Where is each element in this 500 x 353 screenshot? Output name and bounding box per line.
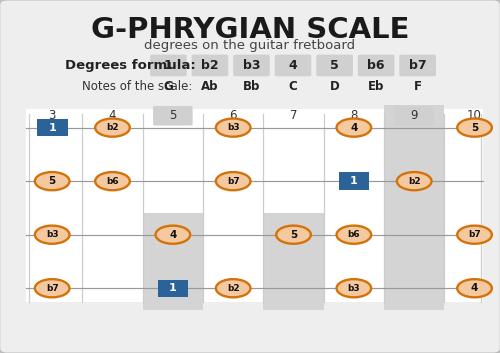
Bar [158,280,188,297]
Bar [384,106,444,310]
Ellipse shape [336,279,371,297]
Ellipse shape [457,279,492,297]
Text: b6: b6 [106,176,119,186]
Text: 5: 5 [290,230,297,240]
Text: 9: 9 [410,109,418,122]
Ellipse shape [216,119,250,137]
Text: b7: b7 [46,284,58,293]
Text: 5: 5 [48,176,56,186]
Text: 1: 1 [350,176,358,186]
Text: b7: b7 [227,176,239,186]
Text: b2: b2 [227,284,239,293]
FancyBboxPatch shape [316,55,353,76]
Text: b2: b2 [106,123,119,132]
FancyBboxPatch shape [233,55,270,76]
Bar [264,213,324,310]
Text: 6: 6 [230,109,237,122]
Text: 7: 7 [290,109,298,122]
Text: b2: b2 [201,59,219,72]
Text: b3: b3 [46,230,58,239]
Text: 5: 5 [471,122,478,133]
FancyBboxPatch shape [150,55,186,76]
Text: degrees on the guitar fretboard: degrees on the guitar fretboard [144,38,356,52]
Ellipse shape [336,119,371,137]
Ellipse shape [457,226,492,244]
FancyBboxPatch shape [394,106,434,126]
FancyBboxPatch shape [400,55,436,76]
Ellipse shape [397,172,432,190]
Ellipse shape [276,226,311,244]
Text: 4: 4 [109,109,116,122]
Ellipse shape [95,119,130,137]
Text: b7: b7 [409,59,426,72]
Ellipse shape [95,172,130,190]
Ellipse shape [35,279,70,297]
FancyBboxPatch shape [358,55,395,76]
Text: 4: 4 [288,59,298,72]
Bar [37,119,68,136]
Bar [26,109,483,301]
Text: 10: 10 [467,109,482,122]
Text: 4: 4 [350,122,358,133]
Text: b7: b7 [468,230,481,239]
Text: 1: 1 [169,283,176,293]
Text: Eb: Eb [368,80,384,93]
Text: G-PHRYGIAN SCALE: G-PHRYGIAN SCALE [91,16,409,44]
Text: 4: 4 [471,283,478,293]
Ellipse shape [457,119,492,137]
Text: b3: b3 [348,284,360,293]
Text: b6: b6 [368,59,385,72]
Text: 1: 1 [164,59,173,72]
Text: 5: 5 [169,109,176,122]
Text: G: G [164,80,173,93]
Text: 4: 4 [169,230,176,240]
Ellipse shape [216,279,250,297]
Text: 5: 5 [330,59,339,72]
Bar [142,213,203,310]
Text: Notes of the scale:: Notes of the scale: [82,80,192,93]
FancyBboxPatch shape [192,55,228,76]
Ellipse shape [216,172,250,190]
Ellipse shape [35,226,70,244]
Text: b2: b2 [408,176,420,186]
Text: b3: b3 [242,59,260,72]
Text: b3: b3 [227,123,239,132]
FancyBboxPatch shape [274,55,312,76]
Text: Degrees formula:: Degrees formula: [64,59,196,72]
Text: 1: 1 [48,122,56,133]
Text: Ab: Ab [201,80,218,93]
FancyBboxPatch shape [153,106,192,126]
Ellipse shape [35,172,70,190]
Text: 8: 8 [350,109,358,122]
Ellipse shape [336,226,371,244]
Bar [338,172,369,190]
Text: C: C [288,80,298,93]
Text: Bb: Bb [243,80,260,93]
Text: F: F [414,80,422,93]
Text: D: D [330,80,340,93]
Text: b6: b6 [348,230,360,239]
Ellipse shape [156,226,190,244]
Text: 3: 3 [48,109,56,122]
